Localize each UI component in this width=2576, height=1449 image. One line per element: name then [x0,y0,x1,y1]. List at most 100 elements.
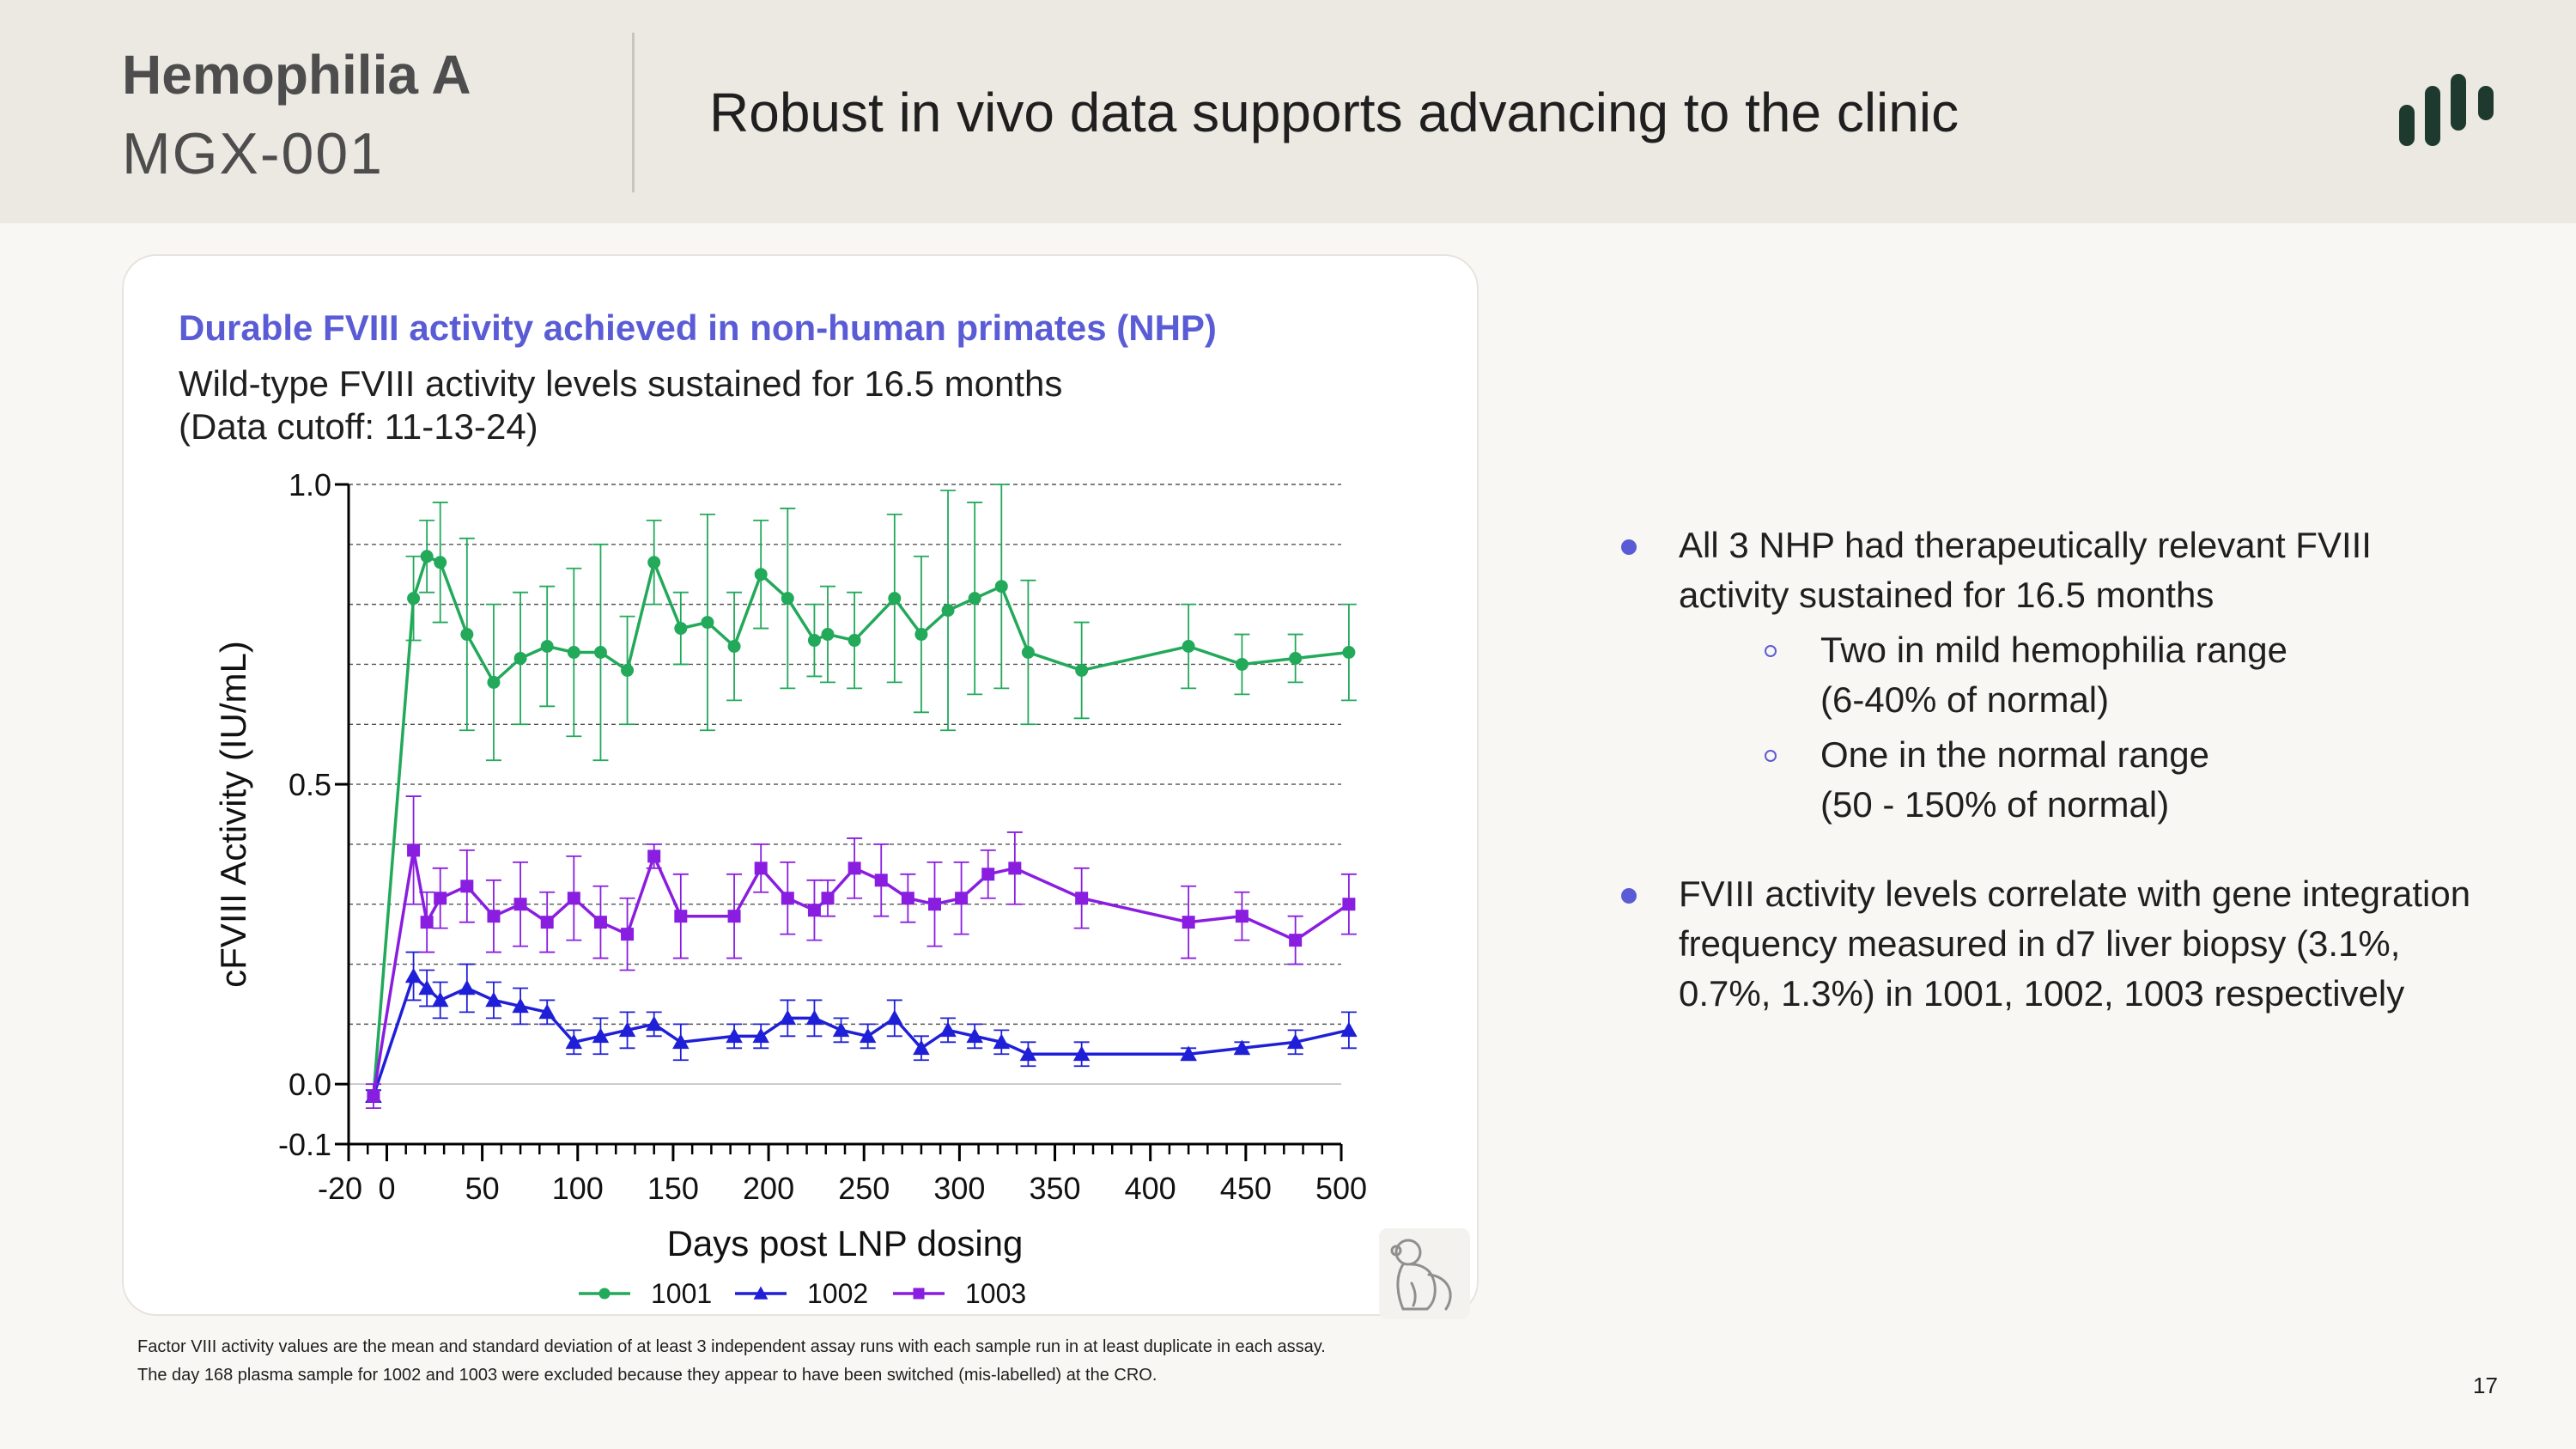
x-tick-label: 450 [1220,1171,1272,1206]
legend-label-1002: 1002 [807,1278,868,1309]
sub-bullet-1-line-1: Two in mild hemophilia range [1820,630,2287,670]
page-number: 17 [2473,1373,2498,1398]
chart-card: Durable FVIII activity achieved in non-h… [122,254,1479,1319]
data-point-1003 [1182,916,1195,929]
data-point-1001 [1021,645,1035,659]
data-point-1003 [460,880,474,893]
sub-bullet-2-line-1: One in the normal range [1820,734,2209,775]
data-point-1002 [779,1009,797,1026]
y-tick-label: 1.0 [289,467,331,502]
legend-label-1003: 1003 [965,1278,1026,1309]
data-point-1002 [1286,1033,1304,1050]
data-point-1001 [1235,657,1249,671]
data-point-1003 [540,916,554,929]
data-point-1002 [993,1033,1011,1050]
chart-card-title: Durable FVIII activity achieved in non-h… [179,307,1217,348]
data-point-1003 [821,892,835,905]
data-point-1003 [674,910,688,923]
data-point-1002 [1072,1045,1091,1062]
chart-card-subtitle: Wild-type FVIII activity levels sustaine… [179,362,1062,448]
data-point-1003 [1008,861,1022,875]
y-tick-label: -0.1 [278,1127,331,1162]
data-point-1001 [460,628,474,642]
subtitle-line-2: (Data cutoff: 11-13-24) [179,406,538,447]
data-point-1002 [1180,1045,1197,1062]
data-point-1002 [886,1009,903,1026]
x-axis-label: Days post LNP dosing [667,1223,1024,1263]
fviii-activity-chart: -0.1 0.0 0.5 1.0 -20 0 50 100 150 200 250 300 350 400… [213,467,1367,1309]
bullet-dot-icon [1621,539,1637,555]
data-point-1002 [805,1009,823,1026]
sub-bullet-circle-icon [1765,750,1777,762]
footnote-line-2: The day 168 plasma sample for 1002 and 1… [137,1366,1157,1385]
x-tick-label: 0 [378,1171,395,1206]
series-line-1002 [372,973,1350,1097]
key-findings: All 3 NHP had therapeutically relevant F… [1614,521,2473,1058]
company-logo-icon [2399,74,2494,146]
data-point-1001 [567,645,580,659]
data-point-1001 [593,645,607,659]
data-point-1001 [994,580,1008,594]
data-point-1002 [618,1021,636,1038]
x-tick-label: 50 [465,1171,500,1206]
data-point-1001 [888,592,902,606]
data-point-1003 [1075,892,1089,905]
data-point-1003 [434,892,447,905]
data-point-1001 [540,640,554,654]
data-point-1002 [726,1027,743,1044]
data-point-1002 [1019,1045,1037,1062]
data-point-1003 [593,916,607,929]
legend-label-1001: 1001 [651,1278,712,1309]
data-point-1002 [431,991,449,1008]
data-point-1001 [621,663,635,677]
data-point-1003 [407,843,421,857]
data-point-1003 [754,861,768,875]
bullet-1: All 3 NHP had therapeutically relevant F… [1614,521,2473,830]
data-point-1003 [367,1089,380,1103]
data-point-1001 [701,616,714,630]
footnote-line-1: Factor VIII activity values are the mean… [137,1337,1326,1356]
bullet-2: FVIII activity levels correlate with gen… [1614,869,2473,1019]
footnote: Factor VIII activity values are the mean… [137,1333,1326,1390]
data-point-1002 [832,1021,850,1038]
sub-bullet-2-line-2: (50 - 150% of normal) [1820,784,2170,825]
data-point-1001 [1342,645,1356,659]
data-point-1003 [901,892,914,905]
data-point-1002 [418,979,435,995]
data-point-1002 [538,1003,556,1020]
data-point-1003 [781,892,794,905]
data-point-1001 [914,628,928,642]
x-tick-label: 150 [647,1171,699,1206]
x-tick-label: 300 [933,1171,985,1206]
sub-bullet-1-line-2: (6-40% of normal) [1820,679,2110,720]
data-point-1001 [407,592,421,606]
data-point-1001 [848,634,861,648]
product-name: Hemophilia A [122,44,471,106]
data-point-1002 [459,979,476,995]
data-point-1002 [966,1027,983,1044]
data-point-1001 [754,568,768,581]
bullet-dot-icon [1621,888,1637,904]
data-point-1003 [567,892,580,905]
data-point-1002 [913,1039,930,1056]
data-point-1003 [1235,910,1249,923]
data-point-1002 [752,1027,769,1044]
y-tick-label: 0.0 [289,1067,331,1102]
data-point-1001 [821,628,835,642]
sub-bullet-1: Two in mild hemophilia range (6-40% of n… [1679,625,2473,725]
data-point-1001 [1289,651,1303,665]
data-point-1002 [859,1027,877,1044]
data-point-1003 [848,861,861,875]
data-point-1003 [874,874,888,887]
header-band: Hemophilia A MGX-001 Robust in vivo data… [0,0,2576,223]
data-point-1002 [404,967,422,983]
data-point-1002 [485,991,502,1008]
data-point-1001 [781,592,794,606]
data-point-1002 [512,997,529,1014]
x-tick-label: 350 [1029,1171,1080,1206]
data-point-1002 [1233,1039,1251,1056]
data-point-1002 [592,1027,610,1044]
x-tick-label: 100 [552,1171,604,1206]
subtitle-line-1: Wild-type FVIII activity levels sustaine… [179,363,1063,404]
slide-title: Robust in vivo data supports advancing t… [709,82,1959,143]
